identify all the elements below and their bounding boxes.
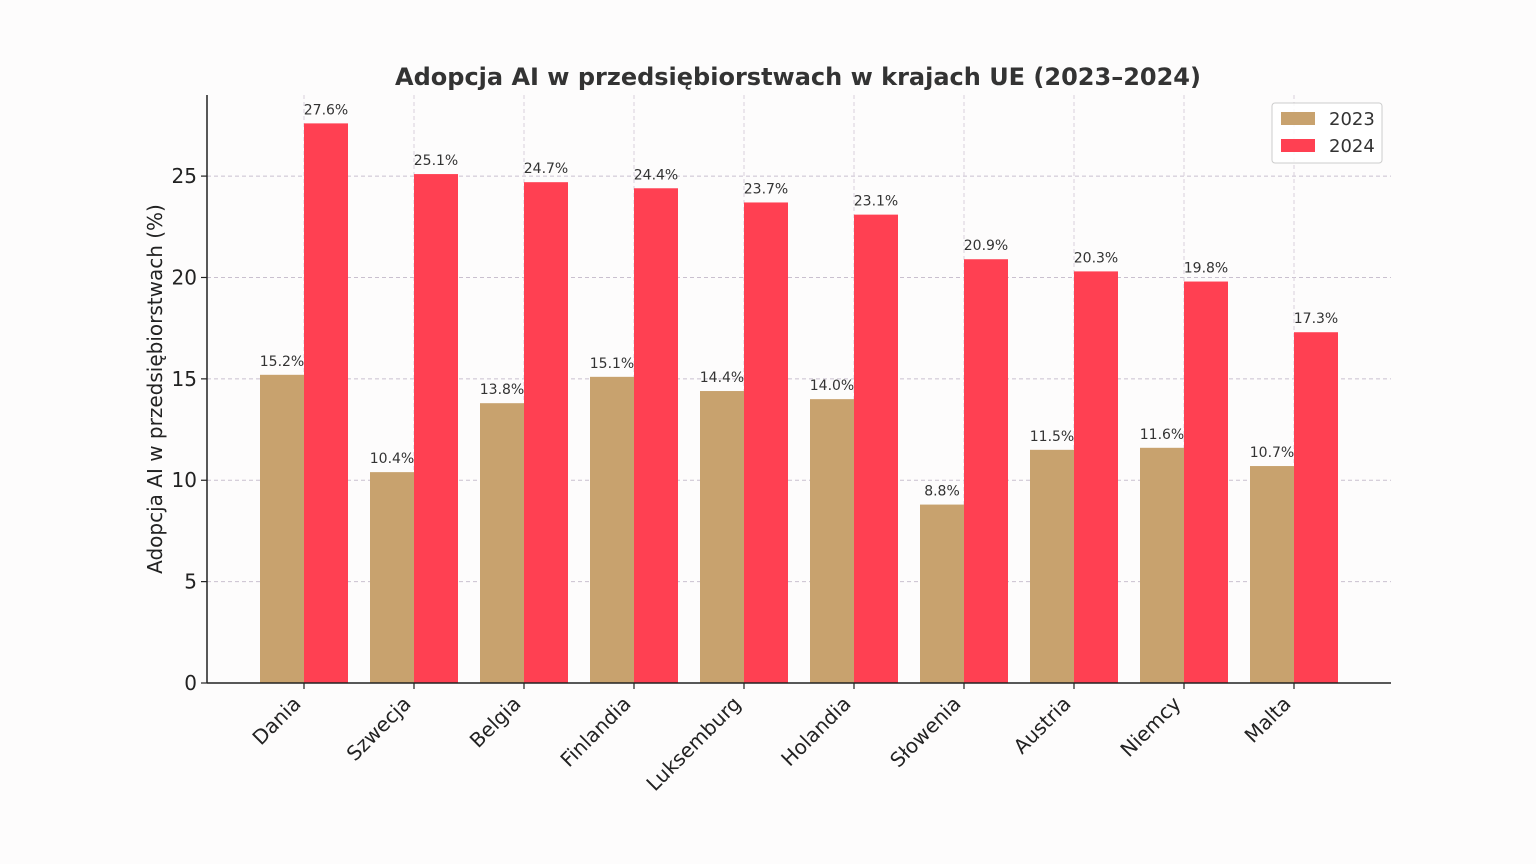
y-tick-label: 20: [172, 265, 197, 289]
bar-2024-Malta: [1294, 332, 1338, 683]
x-category-label: Finlandia: [555, 692, 635, 772]
y-axis-label: Adopcja AI w przedsiębiorstwach (%): [143, 204, 167, 574]
data-label: 15.2%: [260, 354, 304, 370]
bar-2024-Holandia: [854, 214, 898, 684]
bar-2023-Szwecja: [370, 472, 414, 683]
bar-2024-Szwecja: [414, 174, 458, 683]
data-label: 20.9%: [964, 238, 1008, 254]
bar-2023-Dania: [260, 374, 304, 683]
bar-2024-Luksemburg: [744, 202, 788, 683]
data-label: 14.0%: [810, 378, 854, 394]
data-label: 20.3%: [1074, 250, 1118, 266]
x-category-label: Holandia: [776, 692, 855, 771]
data-label: 15.1%: [590, 356, 634, 372]
bar-2024-Austria: [1074, 271, 1118, 683]
data-label: 23.1%: [854, 194, 898, 210]
y-tick-label: 5: [184, 570, 197, 594]
bar-2023-Słowenia: [920, 504, 964, 683]
bars-group: [260, 123, 1338, 684]
bar-2023-Malta: [1250, 466, 1294, 683]
data-label: 25.1%: [414, 153, 458, 169]
y-tick-label: 0: [184, 671, 197, 695]
legend-swatch-2023: [1281, 112, 1315, 125]
legend-label-2023: 2023: [1329, 109, 1375, 130]
legend: 2023 2024: [1271, 102, 1383, 164]
bar-2023-Austria: [1030, 449, 1074, 683]
data-label: 24.4%: [634, 167, 678, 183]
data-label: 8.8%: [924, 484, 960, 500]
bar-2024-Dania: [304, 123, 348, 683]
bar-2023-Niemcy: [1140, 447, 1184, 683]
x-category-label: Szwecja: [342, 692, 416, 766]
bar-2024-Finlandia: [634, 188, 678, 683]
data-label: 27.6%: [304, 102, 348, 118]
x-categories-group: Dania Szwecja Belgia Finlandia Luksemburg Hol…: [247, 683, 1296, 796]
x-category-label: Malta: [1240, 692, 1296, 748]
data-label: 10.7%: [1250, 445, 1294, 461]
x-category-label: Słowenia: [885, 692, 965, 772]
x-category-label: Belgia: [465, 692, 526, 753]
data-label: 10.4%: [370, 451, 414, 467]
x-category-label: Niemcy: [1115, 691, 1185, 761]
data-label: 19.8%: [1184, 261, 1228, 277]
data-label: 24.7%: [524, 161, 568, 177]
x-category-label: Dania: [247, 692, 305, 750]
bar-2023-Luksemburg: [700, 391, 744, 683]
y-tick-label: 15: [172, 367, 197, 391]
data-labels-group: 15.2% 10.4% 13.8% 15.1% 14.4% 14.0% 8.8% 11.5% 1…: [260, 102, 1338, 499]
data-label: 14.4%: [700, 370, 744, 386]
bar-2023-Finlandia: [590, 376, 634, 683]
legend-swatch-2024: [1281, 139, 1315, 152]
data-label: 17.3%: [1294, 311, 1338, 327]
data-label: 23.7%: [744, 181, 788, 197]
chart-title: Adopcja AI w przedsiębiorstwach w krajac…: [395, 63, 1201, 91]
x-category-label: Luksemburg: [641, 692, 745, 796]
bar-2023-Belgia: [480, 403, 524, 683]
data-label: 11.5%: [1030, 429, 1074, 445]
bar-2024-Niemcy: [1184, 281, 1228, 683]
y-ticks-group: 0 5 10 15 20 25: [172, 164, 207, 695]
y-tick-label: 10: [172, 468, 197, 492]
legend-label-2024: 2024: [1329, 136, 1375, 157]
data-label: 11.6%: [1140, 427, 1184, 443]
bar-2023-Holandia: [810, 399, 854, 683]
bar-2024-Belgia: [524, 182, 568, 683]
data-label: 13.8%: [480, 382, 524, 398]
x-category-label: Austria: [1009, 692, 1076, 759]
bar-2024-Słowenia: [964, 259, 1008, 683]
axes-group: [206, 95, 1391, 684]
y-tick-label: 25: [172, 164, 197, 188]
